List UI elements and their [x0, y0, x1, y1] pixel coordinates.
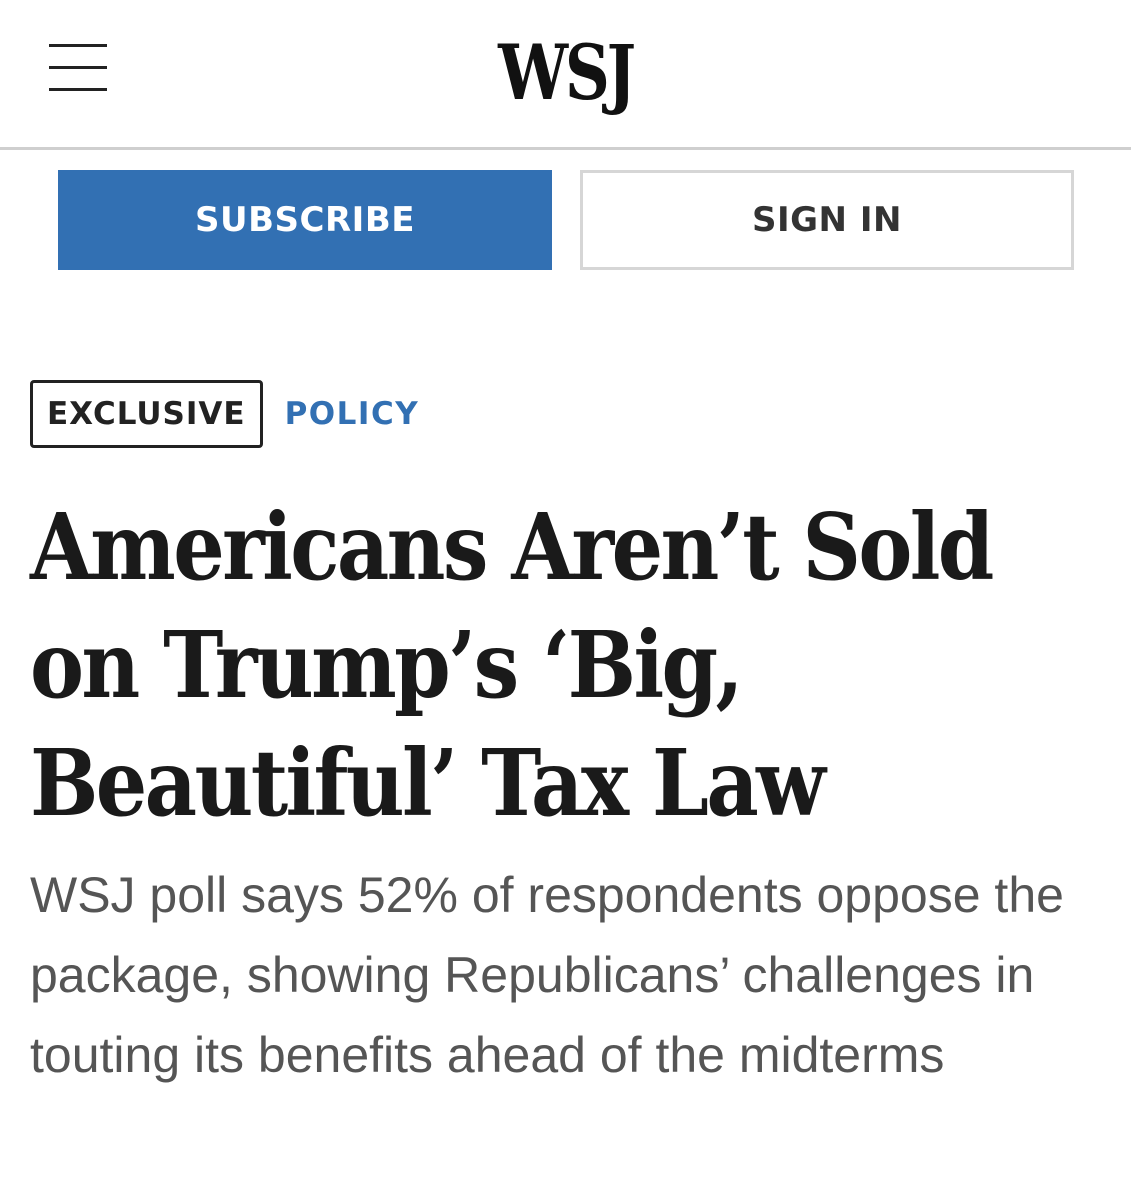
- menu-line: [49, 44, 107, 47]
- menu-line: [49, 66, 107, 69]
- wsj-logo[interactable]: WSJ: [498, 28, 636, 117]
- exclusive-badge: EXCLUSIVE: [30, 380, 263, 448]
- site-header: WSJ: [0, 0, 1131, 150]
- subscribe-button[interactable]: SUBSCRIBE: [58, 170, 552, 270]
- article-tags: EXCLUSIVE POLICY: [30, 380, 419, 448]
- article-dek: WSJ poll says 52% of respondents oppose …: [30, 867, 1064, 1083]
- section-link-policy[interactable]: POLICY: [284, 396, 420, 432]
- hamburger-menu-icon[interactable]: [49, 44, 107, 92]
- menu-line: [49, 88, 107, 91]
- article-headline: Americans Aren’t Sold on Trump’s ‘Big, B…: [30, 493, 994, 837]
- sign-in-button[interactable]: SIGN IN: [580, 170, 1074, 270]
